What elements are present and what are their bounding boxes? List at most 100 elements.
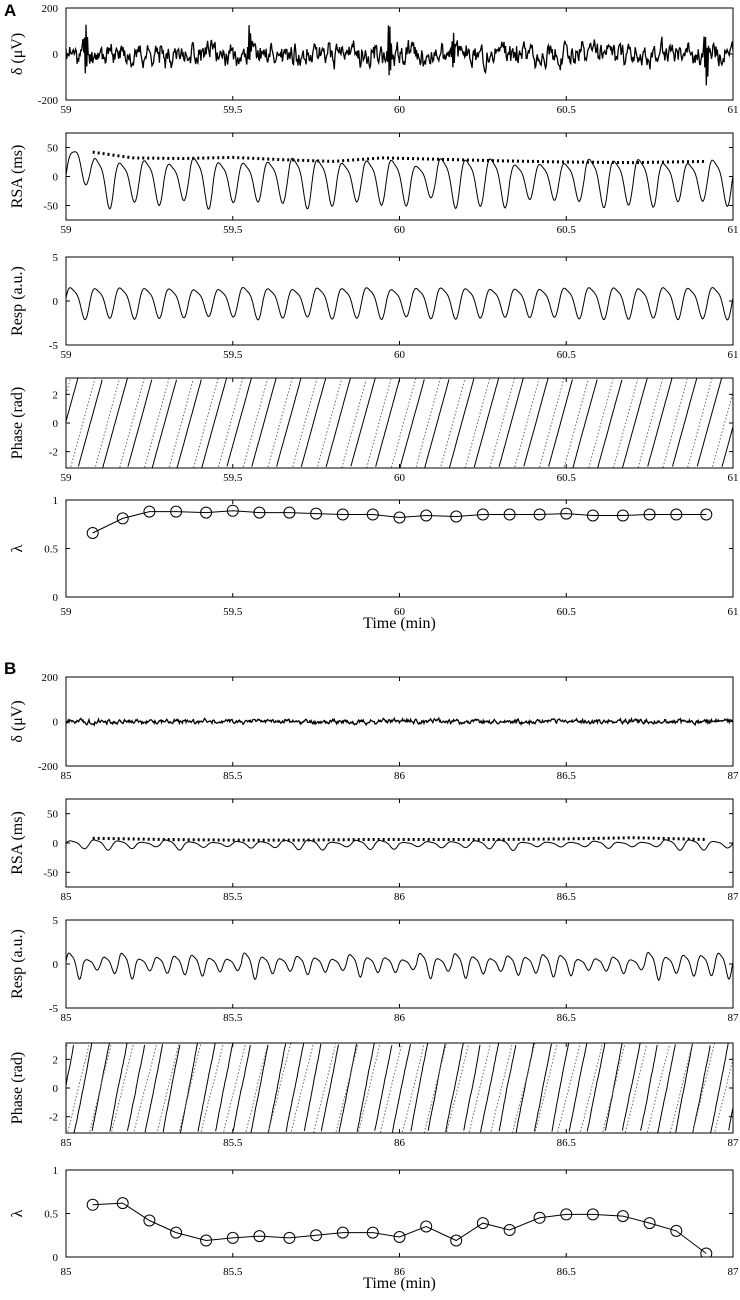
lambda-point-19 [616, 509, 629, 522]
x-tick-label: 86 [394, 1012, 406, 1024]
x-tick-label: 86.5 [557, 1012, 577, 1024]
y-tick-label: 0 [53, 592, 59, 604]
lambda-point-22 [700, 1247, 713, 1257]
x-tick-label: 86.5 [557, 770, 577, 782]
x-tick-label: 59.5 [223, 224, 243, 236]
lambda-point-13 [450, 1234, 463, 1247]
y-tick-label: 50 [47, 143, 59, 155]
lambda-point-17 [560, 1208, 573, 1221]
x-tick-label: 85 [61, 770, 73, 782]
x-tick-label: 59 [61, 606, 73, 618]
series-eeg-0 [66, 716, 733, 727]
lambda-point-18 [586, 1208, 599, 1221]
lambda-point-12 [420, 1220, 433, 1233]
lambda-point-6 [253, 1230, 266, 1243]
lambda-point-2 [143, 505, 156, 518]
y-axis-label: Resp (a.u.) [9, 929, 26, 999]
lambda-point-2 [143, 1214, 156, 1227]
lambda-point-1 [116, 1197, 129, 1210]
lambda-point-8 [310, 1229, 323, 1242]
axes-frame [65, 1169, 734, 1258]
y-tick-label: 0 [53, 172, 59, 184]
x-tick-label: 61 [728, 104, 739, 116]
lambda-point-0 [86, 1198, 99, 1211]
y-axis-label: Resp (a.u.) [9, 266, 26, 336]
x-tick-label: 60.5 [557, 349, 577, 361]
x-tick-label: 87 [728, 1266, 740, 1278]
lambda-point-15 [503, 508, 516, 521]
x-tick-label: 61 [728, 349, 739, 361]
panel-label-a: A [4, 1, 16, 20]
x-tick-label: 59.5 [223, 606, 243, 618]
y-tick-label: -5 [49, 1003, 59, 1015]
y-tick-label: 200 [42, 3, 59, 15]
y-tick-label: -2 [49, 1112, 58, 1124]
lambda-point-20 [643, 508, 656, 521]
x-tick-label: 86.5 [557, 1266, 577, 1278]
y-axis-label: λ [9, 544, 26, 552]
axes-frame [65, 499, 734, 598]
y-tick-label: 1 [53, 495, 59, 507]
lambda-point-16 [533, 508, 546, 521]
subplot-eeg: 59 59.5 60 60.5 61 200 0 -200 δ (μV) [9, 3, 739, 116]
y-axis-label: RSA (ms) [9, 811, 26, 875]
y-tick-label: 0 [53, 49, 59, 61]
x-tick-label: 85 [61, 1012, 73, 1024]
subplot-eeg: 85 85.5 86 86.5 87 200 0 -200 δ (μV) [9, 672, 739, 782]
y-tick-label: 0 [53, 1252, 59, 1264]
x-tick-label: 59 [61, 104, 73, 116]
lambda-point-7 [283, 1231, 296, 1244]
x-tick-label: 59 [61, 472, 73, 484]
x-tick-label: 85.5 [223, 1012, 243, 1024]
axes-frame [65, 798, 734, 888]
series-rsa-0 [66, 151, 733, 210]
lambda-point-3 [170, 505, 183, 518]
y-tick-label: 200 [42, 672, 59, 684]
subplot-rsa: 85 85.5 86 86.5 87 50 0 -50 RSA (ms) [9, 798, 739, 903]
subplot-lambda: 59 59.5 60 60.5 61 1 0.5 0 λ [9, 495, 739, 618]
lambda-point-21 [670, 508, 683, 521]
lambda-point-17 [560, 507, 573, 520]
lambda-point-10 [366, 508, 379, 521]
lambda-point-1 [116, 512, 129, 525]
y-tick-label: 0 [53, 418, 59, 430]
lambda-point-16 [533, 1211, 546, 1224]
x-tick-label: 87 [728, 770, 740, 782]
y-tick-label: 1 [53, 1165, 59, 1177]
lambda-point-9 [336, 508, 349, 521]
series-resp-0 [66, 286, 733, 321]
y-tick-label: -50 [43, 201, 58, 213]
x-tick-label: 60 [394, 472, 406, 484]
y-tick-label: -2 [49, 447, 58, 459]
y-tick-label: 0 [53, 717, 59, 729]
lambda-point-11 [393, 1231, 406, 1243]
subplot-resp: 59 59.5 60 60.5 61 5 0 -5 Resp (a.u.) [9, 252, 739, 361]
x-tick-label: 61 [728, 606, 739, 618]
lambda-point-6 [253, 506, 266, 519]
lambda-point-14 [476, 508, 489, 521]
series-phase-1 [66, 378, 733, 468]
y-axis-label: δ (μV) [9, 700, 26, 742]
lambda-point-12 [420, 509, 433, 522]
lambda-point-11 [393, 511, 406, 524]
axes-frame [65, 377, 734, 469]
lambda-point-8 [310, 507, 323, 520]
y-tick-label: 0.5 [44, 544, 58, 556]
series-rsa-0 [66, 839, 733, 852]
lambda-point-4 [200, 1234, 213, 1247]
y-tick-label: 2 [53, 1054, 59, 1066]
x-tick-label: 59 [61, 224, 73, 236]
x-tick-label: 85.5 [223, 770, 243, 782]
y-tick-label: 5 [53, 252, 59, 264]
lambda-point-7 [283, 506, 296, 519]
x-tick-label: 85.5 [223, 891, 243, 903]
x-axis-label: Time (min) [363, 615, 436, 632]
y-tick-label: -200 [38, 761, 59, 773]
subplot-phase: 85 85.5 86 86.5 87 2 0 -2 Phase (rad) [9, 1042, 739, 1149]
lambda-point-21 [670, 1224, 683, 1237]
x-tick-label: 60.5 [557, 472, 577, 484]
x-tick-label: 86 [394, 891, 406, 903]
axes-frame [65, 256, 734, 346]
